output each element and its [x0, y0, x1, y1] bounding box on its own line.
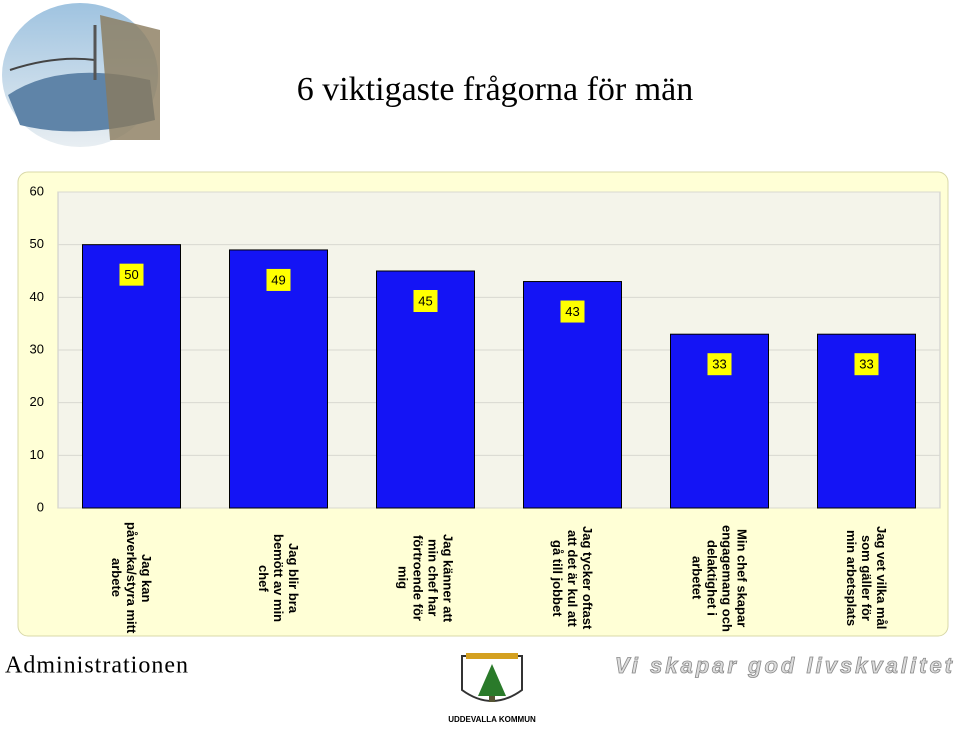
chart-title: 6 viktigaste frågorna för män [297, 71, 694, 108]
logo-text: UDDEVALLA KOMMUN [448, 715, 536, 724]
x-tick-label: Jag tycker oftast att det är kul att gå … [550, 526, 595, 630]
value-label-box [707, 353, 732, 376]
y-tick-label: 10 [30, 447, 44, 462]
value-label-box [119, 263, 144, 286]
footer-left: Administrationen [5, 653, 189, 679]
x-tick-label: Jag blir bra bemött av min chef [256, 533, 301, 623]
value-label-box [413, 290, 438, 312]
y-tick-label: 0 [37, 499, 44, 514]
y-tick-label: 20 [30, 394, 44, 409]
x-tick-label: Jag känner att min chef har förtroende f… [395, 533, 456, 623]
x-tick-label: Jag kan påverka/styra mitt arbete [109, 522, 154, 634]
value-label-box [560, 300, 585, 323]
x-tick-label: Jag vet vilka mål som gäller för min arb… [844, 526, 889, 630]
footer-slogan: Vi skapar god livskvalitet [615, 653, 955, 678]
x-tick-label: Min chef skapar engagemang och delaktigh… [689, 524, 750, 632]
value-label: 43 [565, 304, 579, 319]
value-label: 50 [124, 267, 138, 282]
decor-image [2, 3, 160, 147]
y-tick-label: 60 [30, 183, 44, 198]
logo [461, 653, 523, 702]
y-tick-label: 50 [30, 236, 44, 251]
bar [229, 249, 328, 509]
y-tick-label: 30 [30, 341, 44, 356]
bar [82, 244, 181, 509]
value-label-box [854, 353, 879, 376]
value-label: 45 [418, 293, 432, 308]
value-label: 33 [712, 357, 726, 372]
value-label: 33 [859, 357, 873, 372]
value-label-box [266, 268, 291, 291]
value-label: 49 [271, 272, 285, 287]
y-tick-label: 40 [30, 289, 44, 304]
